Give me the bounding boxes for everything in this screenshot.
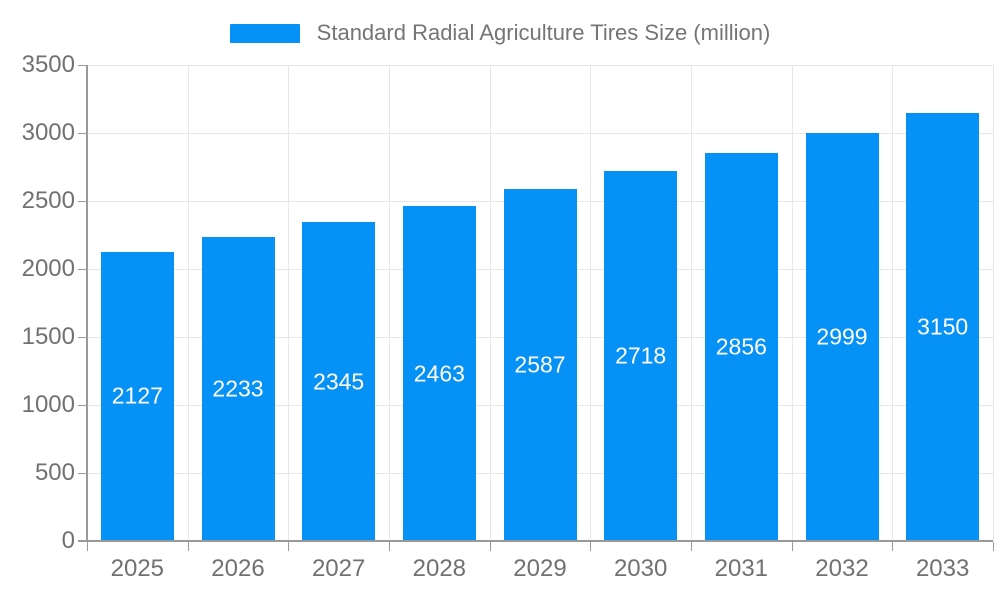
gridline-vertical	[187, 65, 189, 541]
gridline-horizontal	[87, 65, 993, 66]
bar-2029[interactable]: 2587	[503, 189, 577, 541]
x-axis-tick	[87, 542, 88, 551]
x-axis-tick	[389, 542, 390, 551]
y-axis-tick	[78, 405, 86, 406]
x-axis-tick	[791, 542, 793, 551]
x-axis-label: 2029	[513, 555, 567, 582]
bar-2032[interactable]: 2999	[805, 133, 879, 541]
bar-value-label: 2856	[715, 333, 767, 360]
y-axis-tick	[78, 337, 86, 338]
y-axis-tick	[78, 473, 86, 474]
gridline-vertical	[892, 65, 894, 541]
gridline-vertical	[288, 65, 290, 541]
bar-2027[interactable]: 2345	[302, 222, 376, 541]
x-axis-tick	[288, 542, 290, 551]
gridline-vertical	[489, 65, 491, 541]
bar-2033[interactable]: 3150	[906, 112, 980, 541]
bar-2030[interactable]: 2718	[604, 171, 678, 541]
x-axis-label: 2028	[412, 555, 467, 582]
x-axis-label: 2031	[714, 555, 769, 582]
gridline-horizontal	[87, 133, 993, 134]
gridline-vertical	[389, 65, 390, 541]
x-axis-line	[78, 540, 993, 542]
x-axis-label: 2032	[815, 555, 869, 582]
legend[interactable]: Standard Radial Agriculture Tires Size (…	[0, 22, 1000, 44]
x-axis-tick	[691, 542, 692, 551]
y-axis-label: 0	[61, 527, 75, 554]
x-axis-label: 2025	[110, 555, 165, 582]
y-axis-tick	[78, 201, 86, 202]
y-axis-label: 3500	[21, 51, 75, 78]
bar-value-label: 3150	[917, 313, 969, 340]
bar-2026[interactable]: 2233	[201, 237, 275, 541]
y-axis-label: 1000	[21, 391, 75, 418]
plot-area: 0 500 1000 1500 2000 2500 3000 3500 2127 2025 2233…	[22, 51, 994, 582]
x-axis-tick	[993, 542, 994, 551]
gridline-vertical	[791, 65, 793, 541]
legend-label: Standard Radial Agriculture Tires Size (…	[316, 20, 771, 45]
gridline-vertical	[691, 65, 692, 541]
gridline-vertical	[993, 65, 994, 541]
x-axis-label: 2033	[915, 555, 970, 582]
bar-value-label: 2587	[514, 351, 566, 378]
bar-value-label: 2718	[615, 342, 667, 369]
x-axis-label: 2026	[211, 555, 265, 582]
y-axis-label: 3000	[21, 119, 75, 146]
y-axis-label: 1500	[21, 323, 75, 350]
y-axis-label: 2500	[21, 187, 75, 214]
y-axis-tick	[78, 269, 86, 270]
bar-2025[interactable]: 2127	[100, 251, 174, 541]
bar-value-label: 2999	[816, 323, 868, 350]
x-axis-tick	[187, 542, 189, 551]
x-axis-tick	[892, 542, 894, 551]
y-axis-label: 2000	[21, 255, 75, 282]
bar-2031[interactable]: 2856	[704, 152, 778, 541]
x-axis-tick	[590, 542, 592, 551]
y-axis-tick	[78, 133, 86, 134]
x-axis-label: 2027	[311, 555, 366, 582]
bar-value-label: 2127	[111, 382, 163, 409]
bar-value-label: 2463	[413, 360, 465, 387]
gridline-vertical	[590, 65, 592, 541]
y-axis-line	[86, 65, 88, 541]
x-axis-label: 2030	[613, 555, 668, 582]
y-axis-label: 500	[34, 459, 75, 486]
x-axis-tick	[489, 542, 491, 551]
y-axis-tick	[78, 65, 86, 66]
bar-value-label: 2233	[212, 375, 264, 402]
legend-swatch	[229, 23, 300, 43]
bar-value-label: 2345	[313, 368, 365, 395]
bar-2028[interactable]: 2463	[402, 206, 476, 541]
